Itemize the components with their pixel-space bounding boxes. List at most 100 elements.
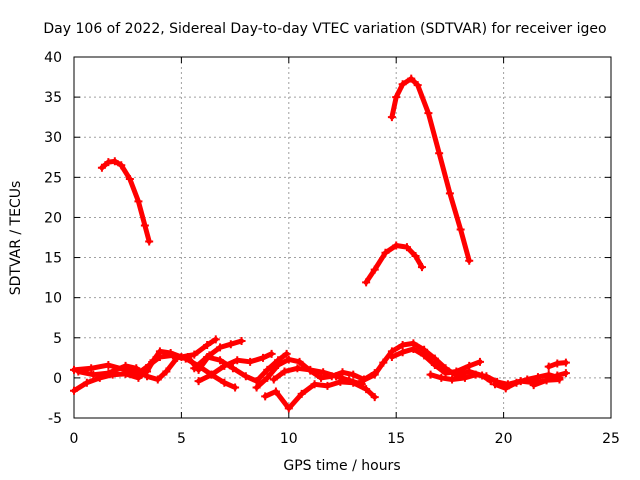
x-tick-label: 25 [602,431,620,447]
x-tick-label: 20 [495,431,513,447]
data-point-marker [413,81,422,90]
series-low-5 [194,349,276,386]
data-point-marker [274,361,283,370]
data-point-marker [417,263,426,272]
y-tick-label: 30 [44,130,62,146]
data-point-marker [482,372,491,381]
data-point-marker [162,367,171,376]
data-point-marker [420,351,429,360]
series-line [262,379,378,411]
y-tick-label: 40 [44,50,62,66]
data-point-marker [228,364,237,373]
data-point-marker [392,241,401,250]
data-point-marker [216,356,225,365]
data-point-marker [155,347,164,356]
data-point-marker [140,221,149,230]
x-axis-label: GPS time / hours [283,458,400,474]
series-low-13 [544,358,570,371]
data-point-marker [332,372,341,381]
data-point-marker [284,355,293,364]
data-point-marker [259,353,268,362]
data-point-marker [246,357,255,366]
data-point-marker [344,376,353,385]
data-point-marker [426,370,435,379]
data-point-marker [216,343,225,352]
data-point-marker [370,370,379,379]
data-point-marker [263,365,272,374]
data-point-marker [284,404,293,413]
data-point-marker [293,364,302,373]
data-point-marker [117,161,126,170]
data-point-marker [263,373,272,382]
data-point-marker [295,357,304,366]
data-point-marker [87,364,96,373]
y-tick-label: 35 [44,90,62,106]
data-point-marker [280,367,289,376]
data-point-marker [362,385,371,394]
data-point-marker [297,389,306,398]
data-point-marker [430,361,439,370]
data-point-marker [97,163,106,172]
series-low-3 [74,336,246,384]
data-point-marker [173,353,182,362]
data-point-marker [533,373,542,382]
data-point-marker [121,361,130,370]
data-point-marker [387,113,396,122]
data-point-marker [89,370,98,379]
data-point-marker [143,372,152,381]
data-point-marker [153,375,162,384]
series-low-14 [529,369,570,390]
data-point-marker [190,350,199,359]
data-point-marker [267,349,276,358]
data-point-marker [398,348,407,357]
series-arc-2 [387,74,474,265]
y-tick-label: 20 [44,210,62,226]
series-arc-3 [362,241,426,287]
data-point-marker [282,349,291,358]
data-point-marker [407,74,416,83]
data-point-marker [207,370,216,379]
data-point-marker [437,373,446,382]
data-point-marker [456,225,465,234]
data-point-marker [411,251,420,260]
data-point-marker [424,109,433,118]
data-point-marker [241,372,250,381]
series-line [531,370,569,388]
data-point-marker [448,375,457,384]
data-point-marker [252,383,261,392]
series-low-2 [70,335,220,395]
data-point-marker [82,378,91,387]
data-point-marker [392,93,401,102]
data-point-marker [349,370,358,379]
data-point-marker [134,197,143,206]
data-point-marker [237,336,246,345]
y-tick-label: 25 [44,170,62,186]
data-point-marker [553,371,562,380]
data-point-marker [220,378,229,387]
data-point-marker [471,370,480,379]
data-point-marker [435,149,444,158]
x-tick-label: 0 [70,431,79,447]
data-point-marker [149,356,158,365]
data-point-marker [512,378,521,387]
series-line [389,76,472,264]
data-point-marker [338,368,347,377]
data-point-marker [398,340,407,349]
x-tick-label: 10 [280,431,298,447]
data-point-marker [233,356,242,365]
data-point-marker [121,369,130,378]
data-point-marker [132,364,141,373]
data-point-marker [379,358,388,367]
x-tick-label: 15 [387,431,405,447]
data-point-marker [231,383,240,392]
data-point-marker [211,335,220,344]
y-tick-label: -5 [48,411,62,427]
data-point-marker [319,368,328,377]
data-point-marker [381,248,390,257]
data-point-marker [398,80,407,89]
data-point-marker [183,353,192,362]
data-point-marker [104,361,113,370]
data-point-marker [269,375,278,384]
data-point-marker [317,373,326,382]
data-point-marker [203,353,212,362]
